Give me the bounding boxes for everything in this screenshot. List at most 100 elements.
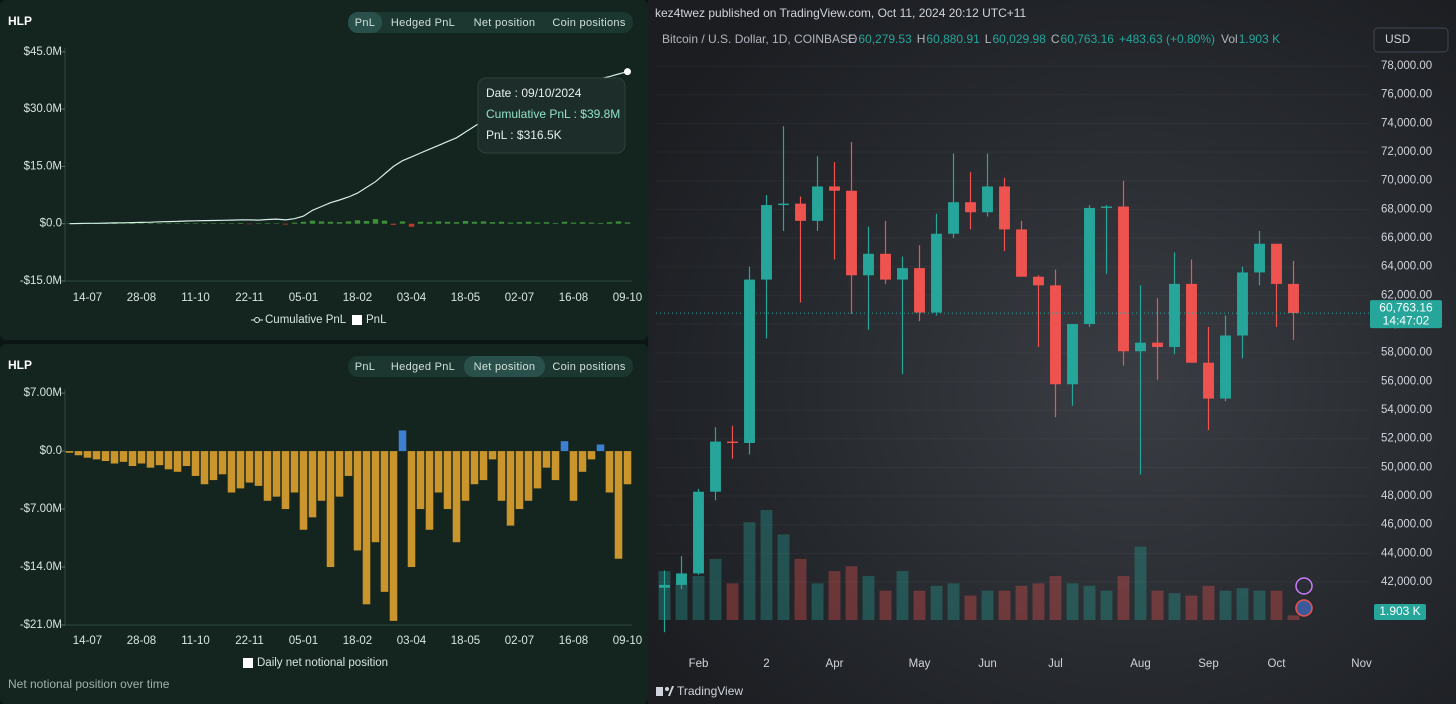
- net-position-bar: [65, 451, 74, 453]
- x-tick-label: 11-10: [181, 292, 210, 304]
- net-position-bar: [614, 451, 623, 559]
- x-tick-label: 09-10: [613, 292, 642, 304]
- button-active[interactable]: [464, 356, 545, 377]
- pnl-bar: [498, 221, 505, 224]
- button[interactable]: Hedged PnL: [391, 17, 455, 29]
- y-tick-label: $7.00M: [24, 387, 62, 399]
- volume-bar: [1015, 585, 1028, 620]
- legend-marker: [254, 317, 260, 323]
- net-position-bar: [236, 451, 245, 489]
- net-position-bar: [263, 451, 272, 501]
- button[interactable]: PnL: [355, 361, 375, 373]
- pnl-bar: [255, 223, 262, 224]
- net-position-bar: [326, 451, 335, 568]
- candle-body: [676, 573, 687, 585]
- price-tag: [1370, 300, 1442, 329]
- pnl-bar: [516, 222, 523, 224]
- button-active[interactable]: [348, 12, 382, 33]
- x-tick-label: 16-08: [559, 635, 588, 647]
- volume-bar: [1066, 583, 1079, 620]
- volume-tag: [1374, 604, 1426, 620]
- x-tick-label: Apr: [826, 658, 844, 670]
- net-position-bar: [470, 451, 479, 485]
- y-tick-label: 46,000.00: [1381, 519, 1432, 531]
- button[interactable]: PnL: [355, 17, 375, 29]
- volume-bar: [1185, 595, 1198, 620]
- net-position-bar: [146, 451, 155, 468]
- candle-body: [1169, 283, 1180, 347]
- candle-body: [727, 441, 738, 443]
- button[interactable]: Net position: [474, 361, 536, 373]
- pnl-bar: [426, 222, 433, 224]
- net-position-bar: [587, 451, 596, 460]
- pnl-bar: [120, 223, 127, 224]
- x-tick-label: 22-11: [235, 635, 264, 647]
- candle-body: [1084, 207, 1095, 325]
- net-position-bar: [182, 451, 191, 467]
- net-position-bar: [281, 451, 290, 510]
- volume-bar: [998, 590, 1011, 620]
- y-tick-label: 68,000.00: [1381, 203, 1432, 215]
- pnl-bar: [174, 223, 181, 224]
- change: +483.63 (+0.80%): [1119, 32, 1215, 46]
- volume-bar: [1236, 588, 1249, 620]
- candle-body: [948, 202, 959, 234]
- pnl-bar: [264, 223, 271, 224]
- pnl-bar: [507, 222, 514, 224]
- pnl-bar: [363, 221, 370, 224]
- candle-body: [812, 186, 823, 221]
- candle-body: [1220, 335, 1231, 399]
- net-position-bar: [479, 451, 488, 481]
- ohlc-key: H: [917, 32, 926, 46]
- button[interactable]: Coin positions: [552, 17, 625, 29]
- y-tick-label: -$15.0M: [20, 275, 62, 287]
- volume-bar: [1049, 576, 1062, 620]
- volume-bar: [1151, 590, 1164, 620]
- net-position-bar: [362, 451, 371, 605]
- button[interactable]: Coin positions: [552, 361, 625, 373]
- x-tick-label: May: [909, 658, 931, 670]
- pnl-bar: [183, 223, 190, 224]
- y-tick-label: $30.0M: [24, 103, 62, 115]
- y-tick-label: -$14.0M: [20, 561, 62, 573]
- y-tick-label: 72,000.00: [1381, 146, 1432, 158]
- pnl-bar: [552, 222, 559, 224]
- ohlc-value: 60,880.91: [926, 32, 980, 46]
- currency[interactable]: USD: [1385, 32, 1411, 46]
- net-position-bar: [497, 451, 506, 501]
- net-position-bar: [218, 451, 227, 475]
- x-tick-label: Jun: [978, 658, 997, 670]
- x-tick-label: 18-02: [343, 292, 372, 304]
- candle-body: [914, 268, 925, 313]
- volume-bar: [1117, 576, 1130, 620]
- x-tick-label: Jul: [1048, 658, 1063, 670]
- pnl-bar: [156, 223, 163, 224]
- volume-bar: [913, 590, 926, 620]
- x-tick-label: 03-04: [397, 635, 427, 647]
- pnl-bar: [471, 221, 478, 224]
- position-panel: [0, 344, 648, 704]
- pnl-bar: [201, 223, 208, 224]
- legend-swatch: [352, 315, 362, 325]
- volume-bar: [1168, 593, 1181, 620]
- net-position-bar: [371, 451, 380, 543]
- volume-bar: [896, 571, 909, 620]
- button[interactable]: Hedged PnL: [391, 361, 455, 373]
- pnl-bar: [579, 222, 586, 224]
- currency-button[interactable]: [1373, 27, 1449, 53]
- legend-label: PnL: [366, 314, 387, 326]
- button[interactable]: Net position: [474, 17, 536, 29]
- candle-body: [846, 190, 857, 276]
- x-tick-label: 14-07: [73, 635, 102, 647]
- y-tick-label: 44,000.00: [1381, 547, 1432, 559]
- net-position-bar: [83, 451, 92, 458]
- x-tick-label: Nov: [1351, 658, 1372, 670]
- net-position-bar: [245, 451, 254, 483]
- volume-bar: [964, 595, 977, 620]
- net-position-bar: [191, 451, 200, 476]
- net-position-bar: [200, 451, 209, 485]
- tradingview-logo: [656, 686, 674, 696]
- pnl-bar: [165, 223, 172, 224]
- tooltip: [477, 77, 626, 154]
- volume-bar: [760, 510, 773, 620]
